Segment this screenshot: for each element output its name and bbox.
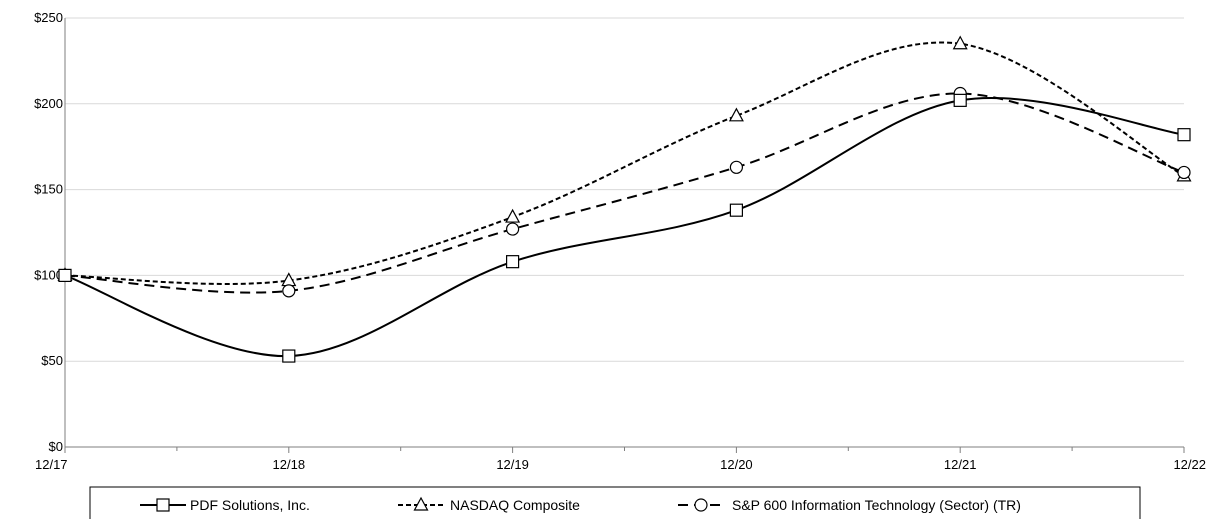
y-tick-label: $200 <box>34 96 63 111</box>
legend-label: PDF Solutions, Inc. <box>190 497 310 513</box>
y-tick-label: $50 <box>41 353 63 368</box>
data-point-marker <box>282 349 296 363</box>
data-point-marker <box>729 160 744 174</box>
data-point-marker <box>953 93 967 107</box>
y-tick-label: $250 <box>34 10 63 25</box>
series-line-0 <box>64 96 1185 358</box>
legend-label: S&P 600 Information Technology (Sector) … <box>732 497 1021 513</box>
series-lines <box>64 41 1185 358</box>
series-line-1 <box>64 41 1185 285</box>
series-markers <box>57 35 1192 363</box>
data-point-marker <box>952 35 968 50</box>
x-tick-label: 12/17 <box>35 457 68 472</box>
data-point-marker <box>729 203 744 217</box>
legend: PDF Solutions, Inc. NASDAQ Composite S&P 6… <box>89 486 1141 524</box>
x-tick-label: 12/19 <box>496 457 529 472</box>
y-tick-labels: $0 $50 $100 $150 $200 $250 <box>34 10 63 454</box>
data-point-marker <box>728 107 744 122</box>
data-point-marker <box>505 222 520 236</box>
legend-box <box>89 486 1141 524</box>
legend-marker <box>156 498 170 512</box>
data-point-marker <box>506 255 520 269</box>
data-point-marker <box>505 208 521 223</box>
x-tick-label: 12/18 <box>273 457 306 472</box>
series-line-2 <box>64 92 1185 294</box>
data-point-marker <box>1177 128 1191 142</box>
grid-lines <box>65 17 1184 362</box>
axes <box>64 18 1185 453</box>
y-tick-label: $0 <box>49 439 63 454</box>
x-tick-label: 12/22 <box>1173 457 1206 472</box>
x-tick-label: 12/21 <box>944 457 977 472</box>
y-tick-label: $150 <box>34 182 63 197</box>
y-tick-label: $100 <box>34 267 63 282</box>
legend-marker <box>413 496 429 511</box>
legend-marker <box>694 498 708 512</box>
data-point-marker <box>58 268 72 282</box>
x-tick-labels: 12/17 12/18 12/19 12/20 12/21 12/22 <box>35 457 1206 472</box>
legend-label: NASDAQ Composite <box>450 497 580 513</box>
data-point-marker <box>282 284 296 298</box>
x-tick-label: 12/20 <box>720 457 753 472</box>
data-point-marker <box>1177 165 1191 180</box>
